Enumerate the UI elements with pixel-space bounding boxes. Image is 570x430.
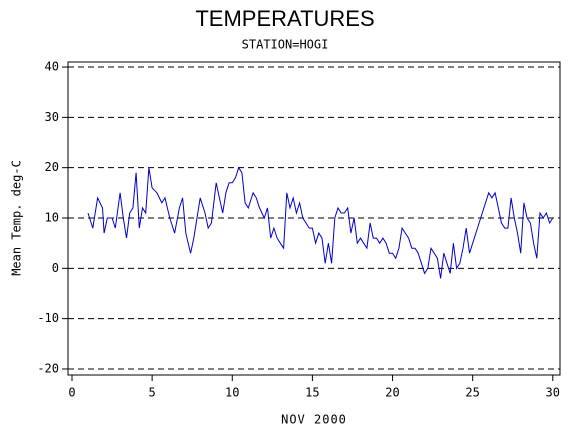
- y-tick-label: 30: [45, 110, 59, 124]
- x-tick-label: 5: [149, 386, 156, 400]
- plot-frame: [67, 61, 561, 376]
- y-tick-label: -20: [37, 361, 59, 375]
- x-tick-label: 25: [465, 386, 479, 400]
- x-tick-label: 30: [546, 386, 560, 400]
- x-axis-label: NOV 2000: [281, 413, 347, 427]
- x-tick-label: 15: [305, 386, 319, 400]
- x-tick-label: 20: [385, 386, 399, 400]
- y-tick-label: 0: [52, 261, 59, 275]
- y-tick-label: 40: [45, 60, 59, 74]
- x-tick-label: 0: [68, 386, 75, 400]
- y-axis-label: Mean Temp. deg-C: [10, 160, 24, 276]
- chart-subtitle: STATION=HOGI: [242, 38, 329, 52]
- y-tick-label: -10: [37, 311, 59, 325]
- y-tick-label: 10: [45, 210, 59, 224]
- data-line: [87, 166, 554, 279]
- x-tick-label: 10: [225, 386, 239, 400]
- y-tick-label: 20: [45, 160, 59, 174]
- chart-title: TEMPERATURES: [195, 6, 374, 31]
